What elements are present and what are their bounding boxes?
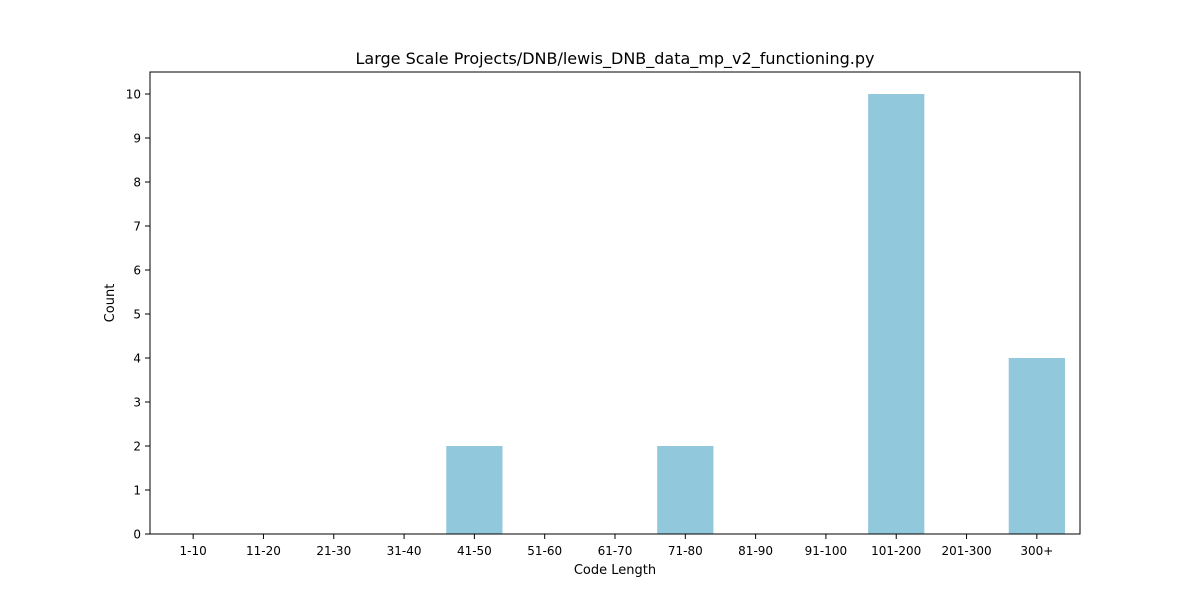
x-axis-ticks: 1-10 11-20 21-30 31-40 41-50 51-60 61-70 71-80 8… xyxy=(180,534,1053,558)
x-tick-label: 300+ xyxy=(1020,544,1053,558)
x-tick-label: 201-300 xyxy=(941,544,991,558)
bars-group xyxy=(446,94,1065,534)
x-tick-label: 61-70 xyxy=(598,544,633,558)
y-tick-label: 7 xyxy=(133,220,141,234)
y-axis-ticks: 0 1 2 3 4 5 6 7 8 9 10 xyxy=(126,88,150,542)
x-axis-label: Code Length xyxy=(574,563,656,578)
y-tick-label: 5 xyxy=(133,308,141,322)
y-tick-label: 6 xyxy=(133,264,141,278)
y-tick-label: 0 xyxy=(133,528,141,542)
x-tick-label: 91-100 xyxy=(805,544,848,558)
bar-71-80 xyxy=(657,446,714,534)
plot-area-frame xyxy=(149,71,1081,535)
x-tick-label: 81-90 xyxy=(738,544,773,558)
bar-101-200 xyxy=(868,94,925,534)
y-tick-label: 3 xyxy=(133,396,141,410)
x-tick-label: 21-30 xyxy=(316,544,351,558)
y-tick-label: 2 xyxy=(133,440,141,454)
y-tick-label: 10 xyxy=(126,88,141,102)
x-tick-label: 71-80 xyxy=(668,544,703,558)
x-tick-label: 41-50 xyxy=(457,544,492,558)
y-tick-label: 4 xyxy=(133,352,141,366)
x-tick-label: 11-20 xyxy=(246,544,281,558)
y-tick-label: 8 xyxy=(133,176,141,190)
bar-300+ xyxy=(1008,358,1065,534)
bar-41-50 xyxy=(446,446,503,534)
y-tick-label: 1 xyxy=(133,484,141,498)
x-tick-label: 51-60 xyxy=(527,544,562,558)
y-axis-label: Count xyxy=(103,284,118,323)
x-tick-label: 31-40 xyxy=(387,544,422,558)
chart-title: Large Scale Projects/DNB/lewis_DNB_data_… xyxy=(355,49,874,69)
x-tick-label: 1-10 xyxy=(180,544,207,558)
x-tick-label: 101-200 xyxy=(871,544,921,558)
y-tick-label: 9 xyxy=(133,132,141,146)
